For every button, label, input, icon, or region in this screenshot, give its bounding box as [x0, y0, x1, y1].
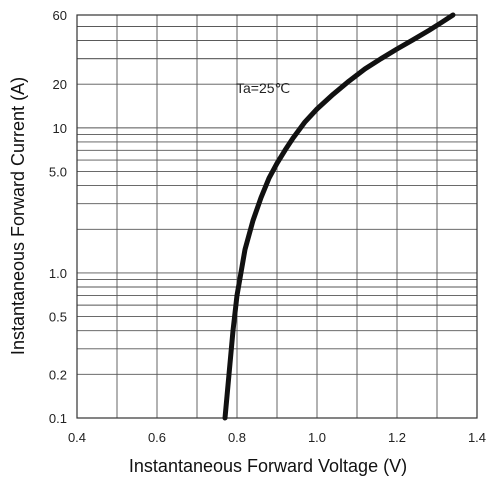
x-tick-label: 0.8	[228, 430, 246, 445]
annotation-temperature: Ta=25℃	[236, 80, 290, 96]
y-tick-label: 5.0	[49, 165, 67, 180]
x-tick-label: 1.2	[388, 430, 406, 445]
grid	[77, 15, 477, 418]
plot-frame	[76, 14, 478, 419]
y-tick-label: 1.0	[49, 266, 67, 281]
y-tick-labels: 0.1 0.2 0.5 1.0 5.0 10 20 60	[49, 8, 67, 426]
y-tick-label: 0.5	[49, 310, 67, 325]
x-tick-label: 1.0	[308, 430, 326, 445]
y-tick-label: 0.2	[49, 367, 67, 382]
series-line	[222, 12, 456, 421]
x-tick-label: 0.4	[68, 430, 86, 445]
x-axis-label: Instantaneous Forward Voltage (V)	[129, 456, 407, 476]
y-tick-label: 0.1	[49, 411, 67, 426]
x-tick-label: 1.4	[468, 430, 486, 445]
x-tick-label: 0.6	[148, 430, 166, 445]
x-tick-labels: 0.4 0.6 0.8 1.0 1.2 1.4	[68, 430, 486, 445]
y-tick-label: 20	[53, 77, 67, 92]
y-tick-label: 10	[53, 121, 67, 136]
y-tick-label: 60	[53, 8, 67, 23]
y-axis-label: Instantaneous Forward Current (A)	[8, 77, 28, 355]
